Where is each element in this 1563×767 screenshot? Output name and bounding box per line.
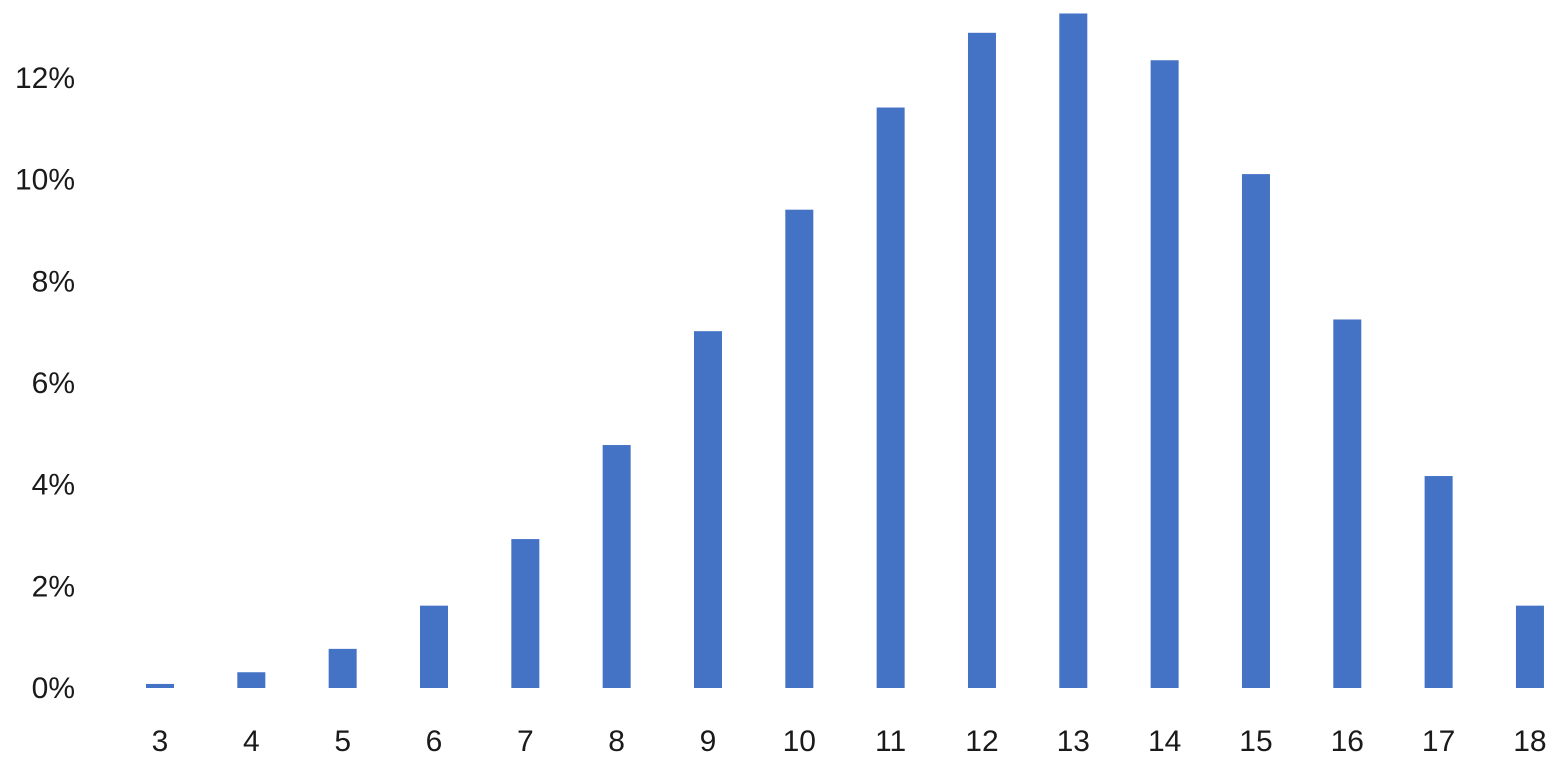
x-tick-label: 13 (1057, 725, 1090, 758)
bar (967, 32, 996, 689)
x-tick-label: 12 (965, 725, 998, 758)
bar (1150, 60, 1179, 688)
bar (511, 539, 540, 688)
y-tick-label: 6% (32, 367, 75, 400)
bar (1241, 174, 1270, 688)
bar (602, 445, 631, 688)
bar (1515, 605, 1544, 688)
bar (1424, 476, 1453, 688)
y-tick-label: 10% (15, 164, 75, 197)
y-tick-label: 12% (15, 62, 75, 95)
bar (146, 683, 174, 688)
x-tick-label: 18 (1513, 725, 1546, 758)
y-tick-label: 4% (32, 469, 75, 502)
bar (419, 605, 448, 688)
y-tick-label: 0% (32, 672, 75, 705)
x-tick-label: 3 (152, 725, 169, 758)
x-tick-label: 4 (243, 725, 260, 758)
bar (785, 209, 814, 688)
x-tick-label: 7 (517, 725, 534, 758)
bar (693, 331, 722, 688)
bar (1059, 13, 1088, 688)
bar (328, 648, 357, 688)
y-tick-label: 8% (32, 265, 75, 298)
x-tick-label: 8 (608, 725, 625, 758)
x-tick-label: 11 (875, 725, 906, 758)
x-tick-label: 6 (426, 725, 443, 758)
bar (876, 107, 905, 688)
x-tick-label: 14 (1148, 725, 1181, 758)
x-tick-label: 10 (783, 725, 816, 758)
x-tick-label: 16 (1331, 725, 1364, 758)
x-tick-label: 15 (1239, 725, 1272, 758)
y-tick-label: 2% (32, 570, 75, 603)
x-tick-label: 17 (1422, 725, 1455, 758)
x-tick-label: 5 (334, 725, 351, 758)
x-tick-label: 9 (700, 725, 717, 758)
bar (1333, 319, 1362, 688)
bar (237, 672, 266, 688)
